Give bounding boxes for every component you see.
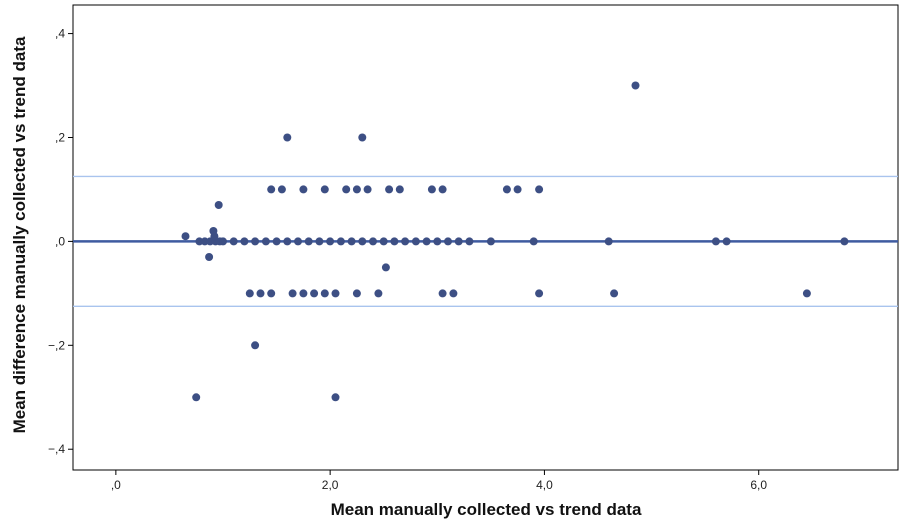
data-point [385, 185, 394, 194]
y-tick-label: ,4 [55, 27, 65, 41]
data-point [245, 289, 254, 298]
data-point [390, 237, 399, 246]
data-point [219, 237, 227, 246]
data-point [379, 237, 388, 246]
data-point [251, 237, 260, 246]
data-point [277, 185, 286, 194]
data-point [205, 253, 214, 261]
data-point [610, 289, 619, 298]
data-point [352, 289, 361, 298]
data-point [427, 185, 436, 194]
data-point [358, 237, 367, 246]
data-point [535, 289, 544, 298]
data-point [288, 289, 297, 298]
data-point [267, 185, 276, 194]
data-point [422, 237, 431, 246]
data-point [320, 289, 329, 298]
data-point [438, 185, 447, 194]
x-tick-label: 2,0 [322, 478, 339, 492]
data-point [229, 237, 238, 246]
data-point [181, 232, 190, 241]
data-point [840, 237, 849, 246]
data-point [363, 185, 372, 194]
data-point [251, 341, 260, 350]
data-point [267, 289, 276, 298]
data-point [449, 289, 458, 298]
data-points [181, 81, 849, 402]
data-point [256, 289, 265, 298]
data-point [358, 133, 367, 142]
data-point [374, 289, 383, 298]
data-point [711, 237, 720, 246]
data-point [214, 201, 223, 209]
data-point [261, 237, 270, 246]
plot-area-frame [72, 4, 899, 471]
data-point [192, 393, 201, 402]
data-point [722, 237, 731, 246]
data-point [411, 237, 420, 246]
y-tick-label: ,0 [55, 234, 65, 248]
data-point [802, 289, 811, 298]
data-point [395, 185, 404, 194]
data-point [438, 289, 447, 298]
data-point [320, 185, 329, 194]
data-point [486, 237, 495, 246]
data-point [369, 237, 377, 246]
y-axis-title: Mean difference manually collected vs tr… [10, 36, 29, 433]
data-point [535, 185, 544, 194]
data-point [210, 232, 219, 241]
data-point [336, 237, 345, 246]
y-tick-label: −,2 [48, 338, 65, 352]
data-point [381, 263, 390, 272]
data-point [331, 393, 340, 402]
data-point [299, 185, 308, 194]
x-tick-label: 4,0 [536, 478, 553, 492]
y-axis-ticks: ,4 ,2 ,0 −,2 −,4 [48, 27, 73, 456]
data-point [283, 237, 292, 246]
data-point [513, 185, 522, 194]
data-point [604, 237, 613, 246]
x-tick-label: 6,0 [750, 478, 767, 492]
data-point [299, 289, 308, 298]
data-point [352, 185, 361, 194]
x-axis-title: Mean manually collected vs trend data [331, 500, 642, 519]
data-point [631, 81, 640, 90]
data-point [310, 289, 319, 298]
data-point [326, 237, 335, 246]
data-point [529, 237, 538, 246]
y-tick-label: −,4 [48, 442, 65, 456]
data-point [240, 237, 249, 246]
data-point [331, 289, 340, 298]
data-point [283, 133, 292, 142]
data-point [315, 237, 324, 246]
data-point [304, 237, 313, 246]
x-axis-ticks: ,0 2,0 4,0 6,0 [111, 470, 767, 492]
data-point [294, 237, 302, 246]
data-point [347, 237, 356, 246]
y-tick-label: ,2 [55, 130, 65, 144]
data-point [465, 237, 474, 246]
data-point [502, 185, 511, 194]
x-tick-label: ,0 [111, 478, 121, 492]
data-point [272, 237, 281, 246]
data-point [401, 237, 410, 246]
data-point [342, 185, 351, 194]
data-point [454, 237, 463, 246]
data-point [433, 237, 442, 246]
data-point [444, 237, 452, 246]
